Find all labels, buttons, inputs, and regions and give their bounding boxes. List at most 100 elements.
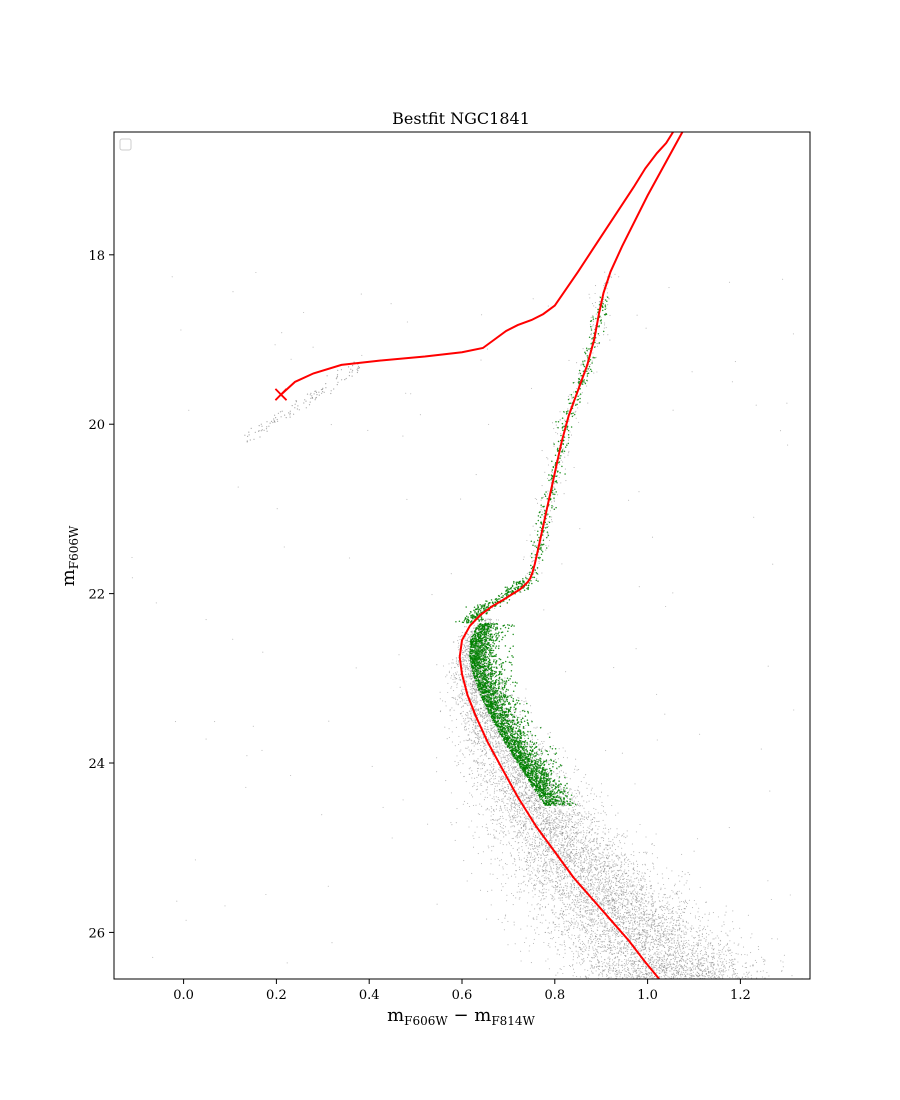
observed-point bbox=[463, 666, 465, 668]
observed-point bbox=[514, 778, 516, 780]
observed-point bbox=[546, 815, 549, 817]
observed-point bbox=[546, 850, 548, 853]
observed-point bbox=[591, 930, 593, 932]
observed-point bbox=[675, 965, 678, 967]
observed-point bbox=[490, 729, 492, 731]
observed-point bbox=[599, 946, 601, 948]
observed-point bbox=[631, 968, 633, 970]
observed-point bbox=[523, 811, 525, 813]
observed-point bbox=[594, 817, 596, 819]
observed-point bbox=[603, 883, 605, 885]
observed-point bbox=[599, 883, 602, 885]
observed-point bbox=[527, 833, 529, 835]
observed-point bbox=[565, 909, 567, 911]
observed-point bbox=[657, 952, 659, 954]
observed-point bbox=[638, 929, 640, 931]
observed-point bbox=[607, 888, 609, 890]
observed-point bbox=[604, 892, 606, 894]
observed-point bbox=[547, 945, 549, 947]
observed-point bbox=[580, 854, 582, 856]
observed-point bbox=[576, 872, 578, 874]
observed-point bbox=[502, 874, 504, 876]
observed-point bbox=[631, 914, 633, 916]
observed-point bbox=[475, 743, 477, 745]
observed-point bbox=[702, 928, 705, 930]
observed-point bbox=[582, 925, 584, 927]
observed-point bbox=[570, 876, 572, 878]
observed-point bbox=[711, 966, 713, 968]
observed-point bbox=[586, 787, 588, 789]
observed-point bbox=[728, 962, 730, 964]
observed-point bbox=[581, 838, 583, 841]
observed-point bbox=[620, 898, 623, 900]
observed-point bbox=[574, 871, 576, 873]
observed-point bbox=[535, 857, 537, 859]
observed-point bbox=[606, 925, 608, 927]
observed-point bbox=[553, 832, 555, 834]
observed-point bbox=[540, 542, 542, 544]
observed-point bbox=[631, 899, 633, 901]
observed-point bbox=[526, 842, 528, 844]
observed-point bbox=[650, 954, 652, 956]
observed-point bbox=[505, 745, 507, 747]
observed-point bbox=[646, 913, 648, 915]
observed-point bbox=[552, 834, 554, 836]
observed-point bbox=[517, 768, 519, 770]
observed-point bbox=[608, 962, 610, 964]
observed-point bbox=[631, 961, 633, 963]
observed-point bbox=[538, 809, 540, 811]
observed-point bbox=[579, 893, 581, 895]
observed-point bbox=[586, 883, 588, 885]
observed-point bbox=[723, 964, 725, 966]
observed-point bbox=[592, 874, 594, 876]
observed-point bbox=[505, 709, 507, 712]
observed-point bbox=[606, 288, 608, 290]
observed-point bbox=[627, 892, 629, 894]
observed-point bbox=[464, 722, 466, 724]
observed-point bbox=[678, 915, 680, 917]
observed-point bbox=[573, 863, 575, 865]
observed-point bbox=[653, 901, 655, 903]
observed-point bbox=[478, 712, 481, 714]
observed-point bbox=[513, 825, 515, 827]
observed-point bbox=[536, 880, 538, 882]
observed-point bbox=[519, 824, 522, 826]
observed-point bbox=[703, 946, 705, 948]
observed-point bbox=[672, 958, 674, 960]
observed-point bbox=[638, 944, 640, 946]
observed-point bbox=[719, 961, 721, 963]
observed-point bbox=[549, 932, 551, 934]
observed-point bbox=[624, 947, 626, 949]
observed-point bbox=[595, 887, 597, 890]
observed-point bbox=[597, 938, 599, 940]
observed-point bbox=[492, 726, 494, 729]
observed-point bbox=[661, 940, 663, 942]
observed-point bbox=[498, 768, 500, 770]
observed-point bbox=[698, 936, 700, 938]
observed-point bbox=[578, 891, 580, 893]
observed-point bbox=[551, 858, 553, 861]
observed-point bbox=[592, 850, 594, 853]
observed-point bbox=[523, 556, 525, 558]
observed-point bbox=[614, 921, 616, 924]
observed-point bbox=[590, 879, 592, 882]
observed-point bbox=[568, 874, 570, 876]
observed-point bbox=[620, 870, 622, 872]
observed-point bbox=[468, 660, 470, 662]
observed-point bbox=[465, 642, 467, 644]
observed-point bbox=[514, 831, 516, 833]
observed-point bbox=[688, 948, 690, 950]
observed-point bbox=[466, 703, 468, 705]
observed-point bbox=[691, 974, 694, 976]
observed-point bbox=[683, 940, 685, 942]
observed-point bbox=[564, 857, 566, 859]
observed-point bbox=[515, 817, 517, 819]
observed-point bbox=[696, 974, 698, 976]
observed-point bbox=[594, 813, 596, 815]
observed-point bbox=[615, 898, 617, 900]
observed-point bbox=[475, 725, 477, 727]
observed-point bbox=[516, 813, 518, 815]
observed-point bbox=[578, 956, 580, 958]
observed-point bbox=[604, 865, 606, 867]
observed-point bbox=[573, 902, 575, 904]
